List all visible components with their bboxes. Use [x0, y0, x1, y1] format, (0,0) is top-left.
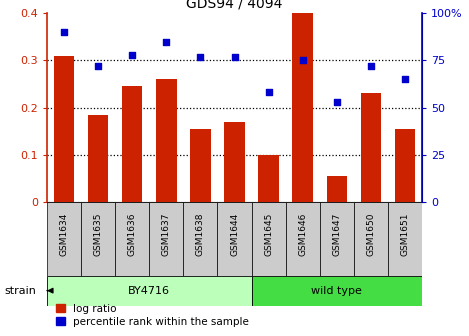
Text: GSM1645: GSM1645	[264, 213, 273, 256]
Bar	[47, 202, 81, 276]
Point	[60, 30, 68, 35]
Point	[231, 54, 238, 59]
Bar	[115, 202, 149, 276]
Text: GSM1650: GSM1650	[366, 213, 376, 256]
Text: GSM1637: GSM1637	[162, 213, 171, 256]
Title: GDS94 / 4094: GDS94 / 4094	[186, 0, 283, 11]
Bar	[395, 129, 415, 202]
Bar	[183, 202, 218, 276]
Bar	[47, 276, 251, 306]
Bar	[54, 56, 74, 202]
Bar	[320, 202, 354, 276]
Bar	[293, 13, 313, 202]
Text: GSM1644: GSM1644	[230, 213, 239, 256]
Legend: log ratio, percentile rank within the sample: log ratio, percentile rank within the sa…	[52, 299, 253, 331]
Bar	[286, 202, 320, 276]
Point	[333, 99, 340, 104]
Text: strain: strain	[5, 286, 37, 296]
Text: GSM1634: GSM1634	[60, 213, 68, 256]
Bar	[251, 202, 286, 276]
Point	[299, 58, 306, 63]
Bar	[251, 276, 422, 306]
Point	[129, 52, 136, 57]
Bar	[258, 155, 279, 202]
Text: wild type: wild type	[311, 286, 362, 296]
Bar	[326, 176, 347, 202]
Bar	[388, 202, 422, 276]
Point	[94, 64, 102, 69]
Text: GSM1638: GSM1638	[196, 213, 205, 256]
Bar	[156, 79, 176, 202]
Bar	[224, 122, 245, 202]
Bar	[218, 202, 251, 276]
Point	[367, 64, 375, 69]
Bar	[88, 115, 108, 202]
Text: GSM1647: GSM1647	[333, 213, 341, 256]
Bar	[81, 202, 115, 276]
Point	[401, 77, 409, 82]
Point	[265, 90, 272, 95]
Bar	[361, 93, 381, 202]
Point	[163, 39, 170, 44]
Text: GSM1651: GSM1651	[401, 213, 409, 256]
Bar	[149, 202, 183, 276]
Text: BY4716: BY4716	[128, 286, 170, 296]
Point	[197, 54, 204, 59]
Bar	[122, 86, 143, 202]
Bar	[190, 129, 211, 202]
Text: GSM1636: GSM1636	[128, 213, 136, 256]
Text: GSM1646: GSM1646	[298, 213, 307, 256]
Text: GSM1635: GSM1635	[93, 213, 103, 256]
Bar	[354, 202, 388, 276]
